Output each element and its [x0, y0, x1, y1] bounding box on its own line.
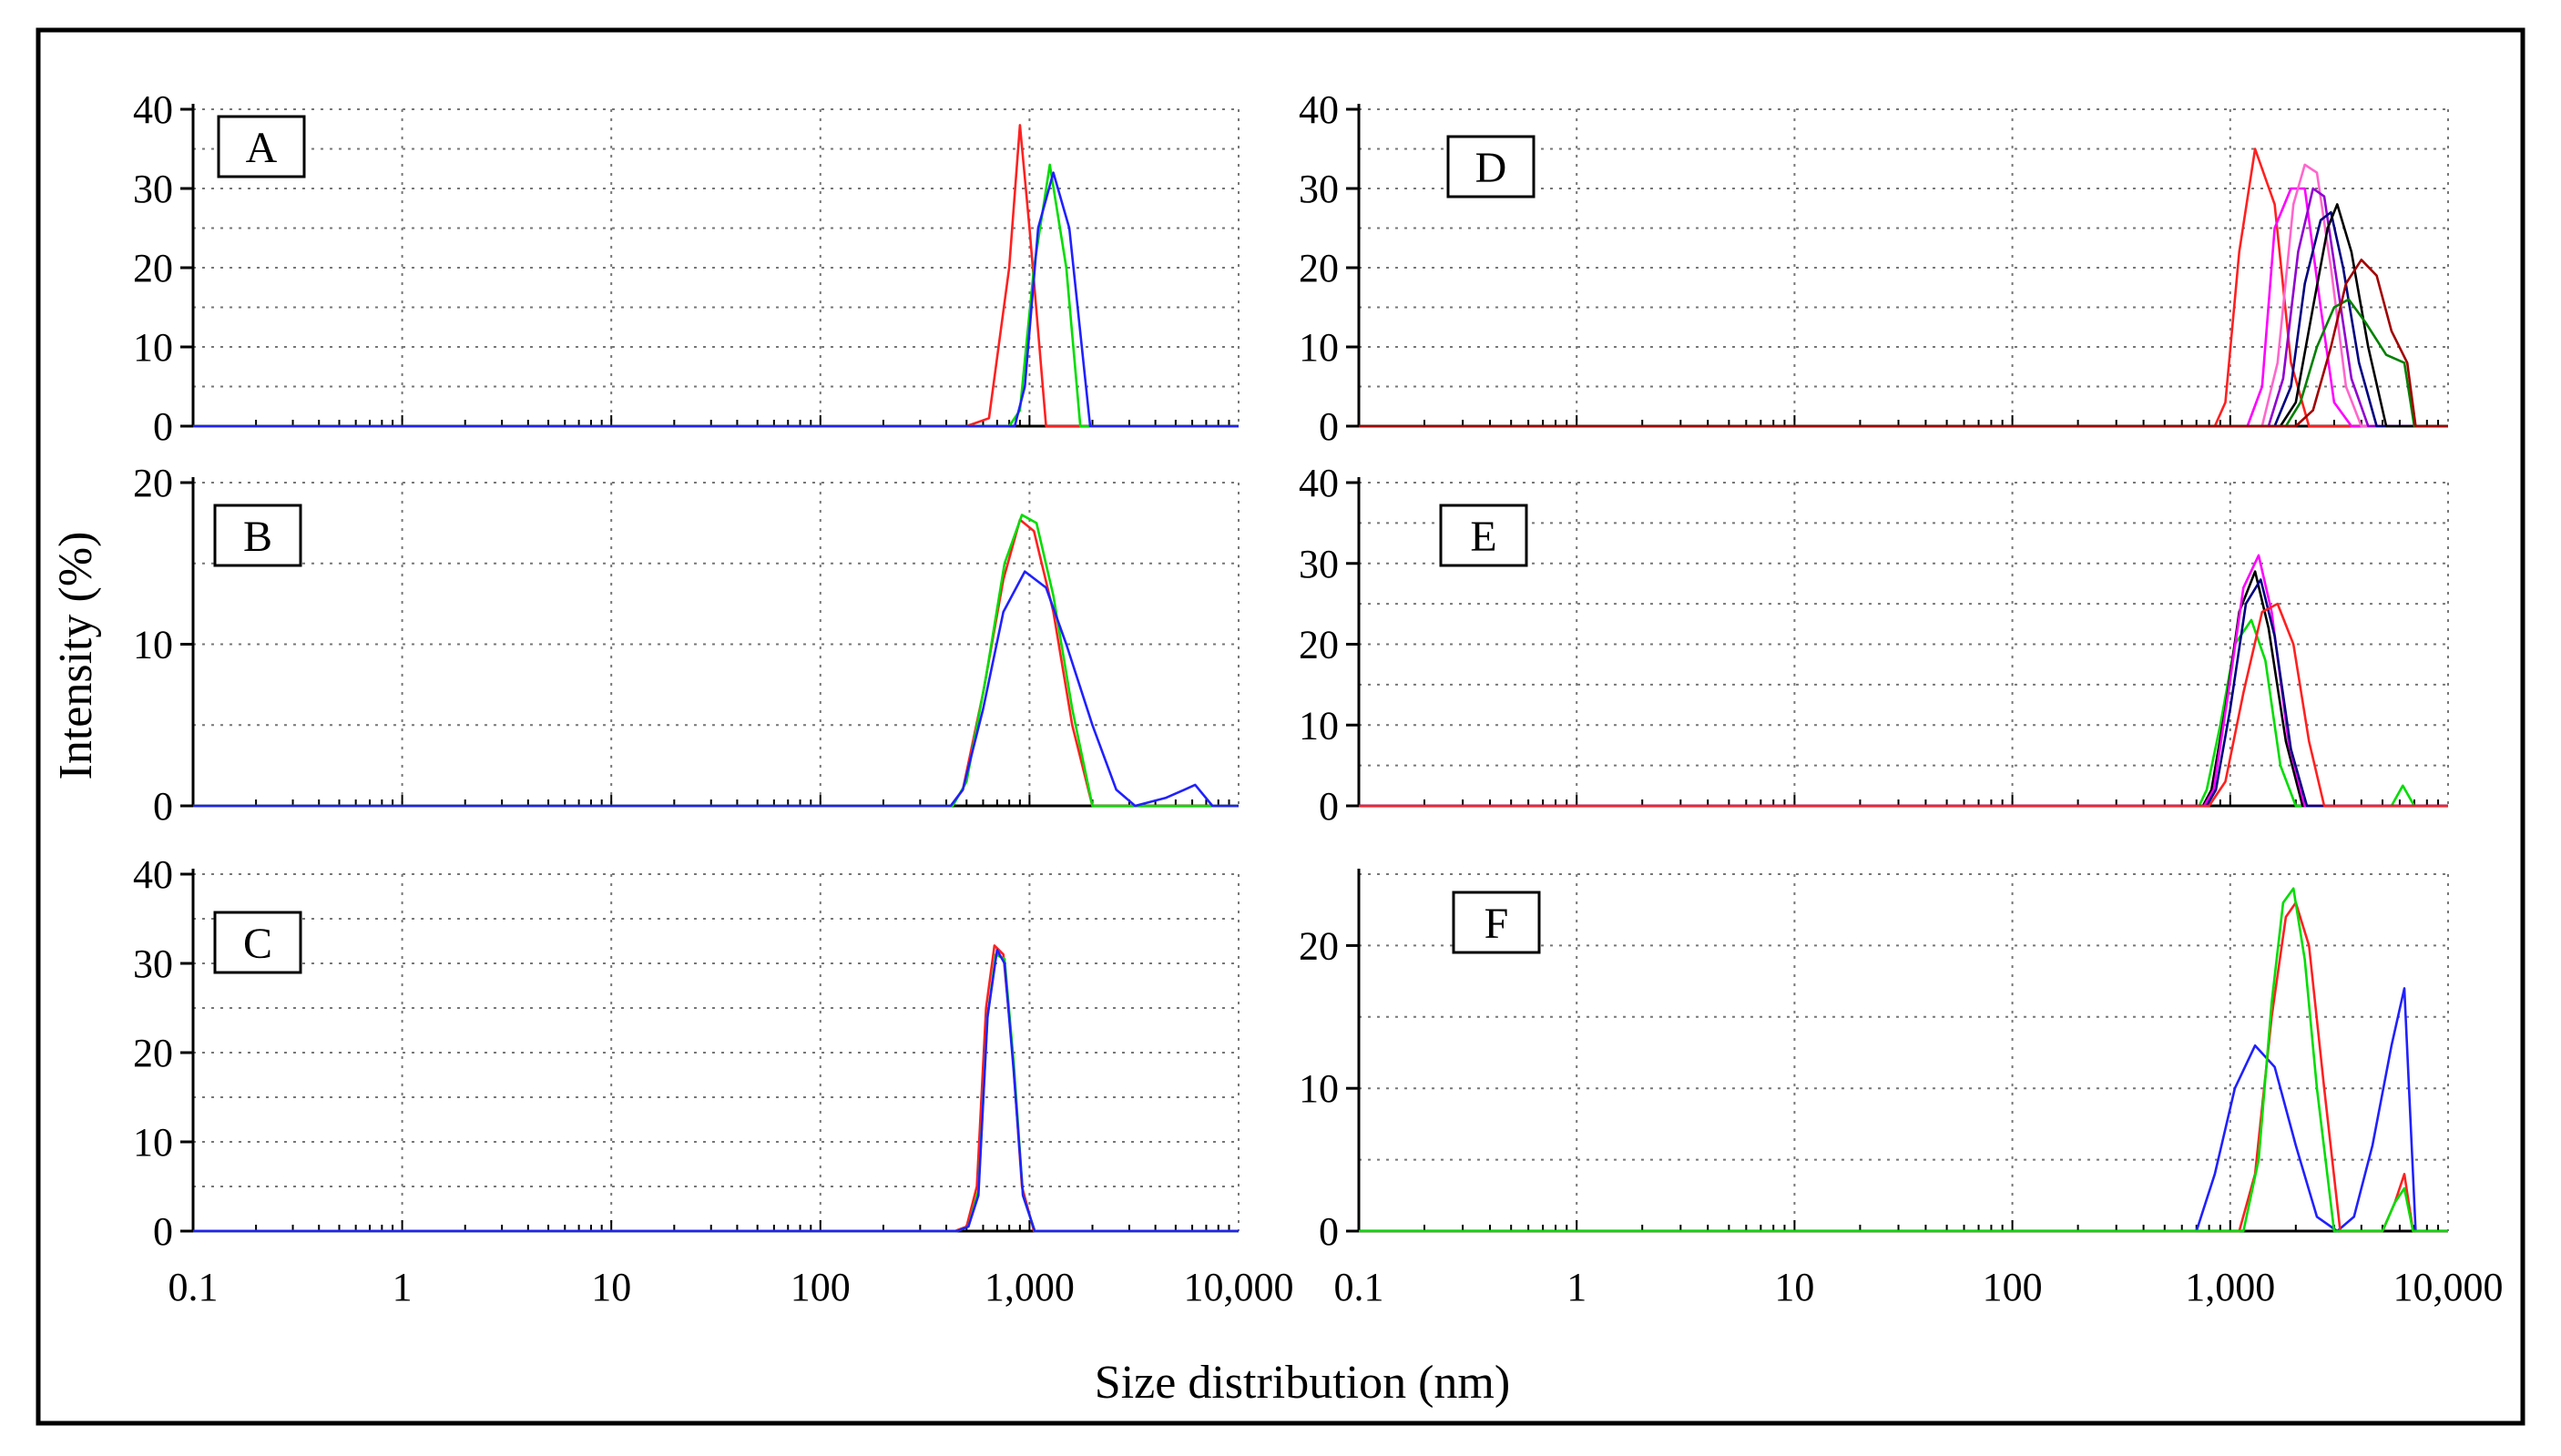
series-c-green — [193, 952, 1239, 1233]
x-tick-label: 1,000 — [985, 1265, 1075, 1309]
y-tick-label: 0 — [1319, 784, 1339, 829]
series-d-black — [1359, 203, 2448, 428]
x-axis-title: Size distribution (nm) — [1095, 1357, 1510, 1409]
y-tick-label: 20 — [1299, 246, 1339, 290]
series-d-darkred — [1359, 258, 2448, 428]
panel-c: 0 10 20 30 40 0.1 1 10 100 1,000 10,000 C — [133, 852, 1294, 1309]
series-f-red — [1359, 901, 2448, 1233]
series-e-red — [1359, 602, 2448, 808]
series-e-green — [1359, 618, 2448, 808]
y-tick-label: 40 — [133, 852, 173, 897]
panel-e-label: E — [1470, 513, 1496, 561]
y-tick-label: 40 — [1299, 461, 1339, 505]
series-d-red — [1359, 148, 2448, 428]
series-d-pink — [1359, 163, 2448, 428]
y-tick-label: 30 — [1299, 167, 1339, 211]
y-tick-label: 20 — [133, 461, 173, 505]
x-tick-label: 0.1 — [1334, 1265, 1384, 1309]
x-tick-label: 1,000 — [2185, 1265, 2275, 1309]
y-tick-label: 30 — [133, 942, 173, 986]
series-f-green — [1359, 887, 2448, 1233]
y-tick-label: 10 — [1299, 1066, 1339, 1111]
y-tick-label: 10 — [133, 623, 173, 667]
x-tick-label: 10 — [591, 1265, 631, 1309]
y-tick-label: 10 — [1299, 703, 1339, 748]
figure-frame — [36, 27, 2525, 1426]
y-tick-label: 40 — [1299, 87, 1339, 132]
x-tick-label: 10 — [1774, 1265, 1814, 1309]
panel-c-label: C — [243, 920, 272, 968]
y-tick-label: 10 — [133, 325, 173, 370]
panel-f-label: F — [1485, 900, 1509, 948]
panel-e-label-box — [1439, 504, 1528, 567]
x-tick-label: 100 — [791, 1265, 851, 1309]
panel-d: 0 10 20 30 40 D — [1299, 87, 2449, 449]
panel-a-label: A — [246, 124, 278, 172]
series-c-blue — [193, 949, 1239, 1233]
series-c-red — [193, 944, 1239, 1233]
panel-c-label-box — [213, 911, 302, 974]
panel-b: 0 10 20 B — [133, 461, 1240, 829]
x-tick-label: 1 — [393, 1265, 413, 1309]
x-tick-label: 10,000 — [2393, 1265, 2504, 1309]
y-tick-label: 30 — [1299, 542, 1339, 586]
panel-d-label-box — [1446, 135, 1536, 199]
series-b-blue — [193, 570, 1239, 808]
y-tick-label: 10 — [1299, 325, 1339, 370]
y-tick-label: 20 — [1299, 623, 1339, 667]
y-tick-label: 20 — [133, 1031, 173, 1075]
y-tick-label: 0 — [153, 1209, 173, 1254]
panel-b-label-box — [213, 504, 302, 567]
panel-a-label-box — [217, 115, 306, 178]
series-a-red — [193, 124, 1239, 428]
panel-a: 0 10 20 30 40 A — [133, 87, 1240, 449]
y-tick-label: 30 — [133, 167, 173, 211]
x-tick-label: 1 — [1566, 1265, 1587, 1309]
series-a-blue — [193, 171, 1239, 428]
y-tick-label: 0 — [153, 784, 173, 829]
series-e-black — [1359, 570, 2448, 808]
y-tick-label: 20 — [1299, 923, 1339, 968]
panel-b-label: B — [243, 513, 272, 561]
panel-f-label-box — [1452, 891, 1541, 954]
x-tick-label: 10,000 — [1184, 1265, 1294, 1309]
y-tick-label: 0 — [1319, 404, 1339, 449]
y-tick-label: 0 — [153, 404, 173, 449]
panel-d-label: D — [1475, 144, 1507, 192]
y-tick-label: 0 — [1319, 1209, 1339, 1254]
panel-e: 0 10 20 30 40 E — [1299, 461, 2449, 829]
series-d-darkgreen — [1359, 298, 2448, 428]
series-e-navy — [1359, 578, 2448, 808]
y-tick-label: 20 — [133, 246, 173, 290]
series-d-navy — [1359, 210, 2448, 428]
y-axis-title: Intensity (%) — [50, 532, 102, 780]
x-tick-label: 100 — [1983, 1265, 2043, 1309]
y-tick-label: 40 — [133, 87, 173, 132]
panel-f: 0 10 20 0.1 1 10 100 1,000 10,000 F — [1299, 869, 2504, 1309]
series-e-magenta — [1359, 554, 2448, 808]
x-tick-label: 0.1 — [168, 1265, 219, 1309]
series-f-blue — [1359, 987, 2448, 1233]
y-tick-label: 10 — [133, 1120, 173, 1165]
series-d-purple — [1359, 187, 2448, 428]
